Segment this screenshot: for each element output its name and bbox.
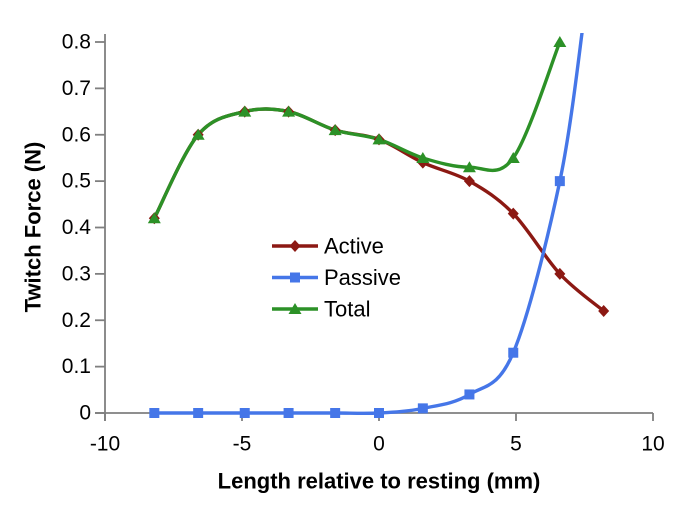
legend-label: Passive <box>324 265 401 290</box>
y-tick-label: 0.1 <box>62 355 91 378</box>
triangle-marker-icon <box>282 105 296 117</box>
square-marker-icon <box>464 389 475 400</box>
square-marker-icon <box>417 403 428 414</box>
square-marker-icon <box>330 408 341 418</box>
diamond-marker-icon <box>598 304 610 317</box>
triangle-marker-icon <box>462 161 476 173</box>
square-marker-icon <box>374 408 384 418</box>
triangle-marker-icon <box>416 151 430 163</box>
triangle-marker-icon <box>288 303 302 314</box>
triangle-marker-icon <box>372 133 386 145</box>
diamond-marker-icon <box>289 240 301 252</box>
triangle-marker-icon <box>553 36 567 47</box>
x-tick-label: -10 <box>90 433 120 456</box>
y-tick-label: 0.6 <box>62 123 91 146</box>
y-tick-label: 0.3 <box>62 262 91 285</box>
y-tick-label: 0.8 <box>62 31 91 54</box>
y-tick-label: 0.5 <box>62 170 91 193</box>
y-tick-label: 0 <box>79 402 91 425</box>
x-tick-label: 10 <box>641 433 664 456</box>
x-tick-label: 5 <box>510 433 522 456</box>
tick-labels: 0 0.1 0.2 0.3 0.4 0.5 0.6 0.7 0.8 -10 -5 0 5 10 <box>62 31 665 456</box>
triangle-marker-icon <box>238 105 252 117</box>
data-markers <box>147 36 610 418</box>
legend: Active Passive Total <box>272 234 401 322</box>
legend-label: Active <box>324 234 384 259</box>
y-tick-label: 0.2 <box>62 309 91 332</box>
triangle-marker-icon <box>506 151 520 163</box>
diamond-marker-icon <box>554 267 566 280</box>
square-marker-icon <box>554 176 565 187</box>
diamond-marker-icon <box>463 175 475 188</box>
legend-label: Total <box>324 297 370 322</box>
y-axis-title: Twitch Force (N) <box>21 142 46 313</box>
x-tick-label: -5 <box>233 433 252 456</box>
x-tick-label: 0 <box>373 433 385 456</box>
triangle-marker-icon <box>147 212 161 224</box>
triangle-marker-icon <box>191 128 205 140</box>
series-line-total <box>152 40 562 220</box>
square-marker-icon <box>290 272 300 283</box>
square-marker-icon <box>193 408 204 418</box>
legend-item-passive: Passive <box>272 265 401 290</box>
legend-item-total: Total <box>272 297 370 322</box>
triangle-marker-icon <box>328 124 342 136</box>
square-marker-icon <box>508 347 519 358</box>
square-marker-icon <box>283 408 294 418</box>
square-marker-icon <box>239 408 250 418</box>
square-marker-icon <box>149 408 160 418</box>
y-tick-label: 0.4 <box>62 216 92 239</box>
legend-item-active: Active <box>272 234 384 259</box>
axes <box>95 34 654 421</box>
y-tick-label: 0.7 <box>62 77 91 100</box>
diamond-marker-icon <box>507 207 519 220</box>
x-axis-title: Length relative to resting (mm) <box>218 469 541 494</box>
series-line-passive <box>152 33 584 416</box>
data-series <box>152 33 606 416</box>
